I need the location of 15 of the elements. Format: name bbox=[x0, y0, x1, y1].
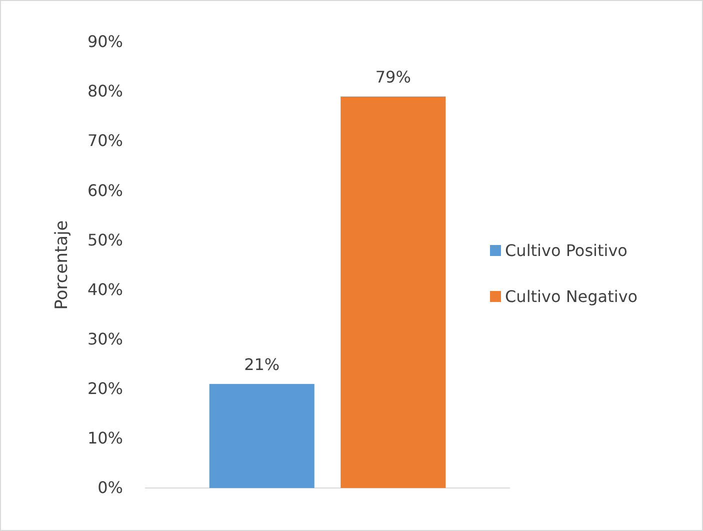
y-tick-label: 60% bbox=[87, 180, 123, 200]
y-tick-label: 80% bbox=[87, 82, 123, 101]
legend-label: Cultivo Positivo bbox=[505, 241, 628, 260]
y-tick-label: 20% bbox=[87, 379, 123, 398]
y-tick-label: 30% bbox=[87, 329, 123, 348]
data-label: 21% bbox=[244, 354, 280, 374]
data-label: 79% bbox=[375, 68, 411, 87]
y-tick-label: 10% bbox=[87, 428, 123, 448]
y-tick-label: 50% bbox=[87, 230, 123, 250]
y-axis-title: Porcentaje bbox=[52, 220, 72, 310]
y-tick-label: 40% bbox=[87, 280, 123, 299]
legend-label: Cultivo Negativo bbox=[505, 287, 638, 306]
y-tick-label: 0% bbox=[98, 478, 123, 498]
y-tick-label: 70% bbox=[87, 131, 123, 150]
y-tick-label: 90% bbox=[87, 32, 123, 52]
